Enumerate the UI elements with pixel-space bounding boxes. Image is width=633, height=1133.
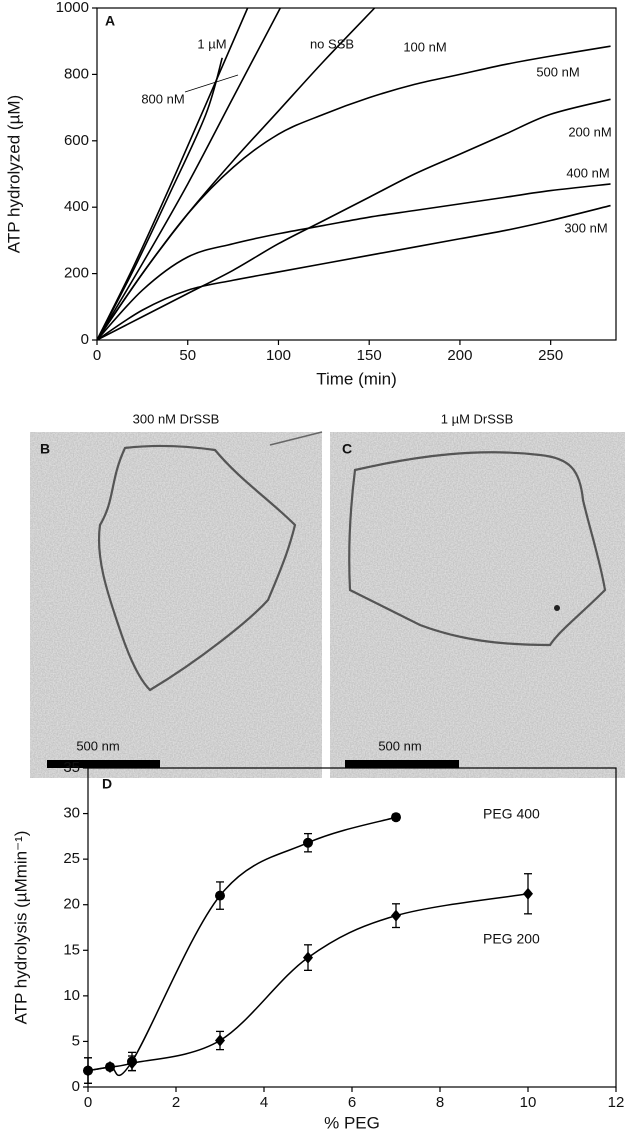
x-tick-label: 8 <box>436 1094 444 1111</box>
y-axis-label: ATP hydrolysis (µMmin⁻¹) <box>11 831 30 1025</box>
lines <box>97 8 611 340</box>
series-label: 500 nM <box>536 64 579 79</box>
fit-curve <box>87 816 397 1077</box>
series-label: 300 nM <box>564 220 607 235</box>
x-axis-label: Time (min) <box>316 369 397 388</box>
x-tick-label: 4 <box>260 1094 268 1111</box>
marker <box>391 909 401 922</box>
series-label: 400 nM <box>566 165 609 180</box>
y-axis-label: ATP hydrolyzed (µM) <box>4 95 23 253</box>
fit-curve <box>87 893 529 1072</box>
y-tick-label: 25 <box>63 850 80 867</box>
micrograph-b: B 300 nM DrSSB 500 nm <box>30 411 323 778</box>
y-tick-label: 800 <box>64 65 89 82</box>
marker <box>127 1057 137 1070</box>
y-tick-label: 1000 <box>56 0 89 16</box>
data-line <box>97 57 223 340</box>
micrograph-title: 1 µM DrSSB <box>441 411 514 426</box>
leader-line <box>184 74 239 93</box>
scale-bar <box>47 760 160 768</box>
x-tick-label: 12 <box>608 1094 625 1111</box>
y-tick-label: 0 <box>72 1078 80 1095</box>
scale-bar-label: 500 nm <box>378 738 421 753</box>
x-tick-label: 50 <box>179 347 196 364</box>
x-tick-label: 10 <box>520 1094 537 1111</box>
x-axis-label: % PEG <box>324 1113 380 1132</box>
marker <box>83 1064 93 1077</box>
panel-label: D <box>102 776 112 792</box>
series-label: 1 µM <box>197 36 226 51</box>
panel-label: B <box>40 441 50 457</box>
micrograph-title: 300 nM DrSSB <box>133 411 220 426</box>
y-tick-label: 20 <box>63 896 80 913</box>
marker <box>105 1060 115 1073</box>
data-line <box>97 8 281 340</box>
x-tick-label: 0 <box>93 347 101 364</box>
series-label: 200 nM <box>568 124 611 139</box>
series-label: PEG 400 <box>483 806 540 822</box>
marker <box>523 887 533 900</box>
marker <box>303 837 313 848</box>
y-tick-label: 200 <box>64 265 89 282</box>
x-tick-label: 100 <box>266 347 291 364</box>
marker <box>391 812 401 823</box>
panel-label: A <box>105 13 115 29</box>
x-tick-label: 2 <box>172 1094 180 1111</box>
x-tick-label: 200 <box>447 347 472 364</box>
data-line <box>97 45 611 340</box>
y-tick-label: 10 <box>63 987 80 1004</box>
data-line <box>97 204 611 340</box>
y-tick-label: 30 <box>63 805 80 822</box>
marker <box>215 1034 225 1047</box>
data-line <box>97 98 611 340</box>
plot-frame <box>96 7 617 341</box>
y-tick-label: 400 <box>64 198 89 215</box>
series-label: PEG 200 <box>483 931 540 947</box>
y-tick-label: 35 <box>63 759 80 776</box>
marker <box>215 890 225 901</box>
y-tick-label: 15 <box>63 941 80 958</box>
x-tick-label: 150 <box>357 347 382 364</box>
panel-label: C <box>342 441 352 457</box>
scale-bar-label: 500 nm <box>76 738 119 753</box>
marker <box>303 951 313 964</box>
data-line <box>97 8 376 340</box>
micrograph-c: C 1 µM DrSSB 500 nm <box>330 411 625 778</box>
x-tick-label: 6 <box>348 1094 356 1111</box>
series-label: 800 nM <box>141 91 184 106</box>
data-line <box>97 8 249 340</box>
y-tick-label: 600 <box>64 132 89 149</box>
data-line <box>97 183 611 340</box>
scale-bar <box>345 760 459 768</box>
x-tick-label: 0 <box>84 1094 92 1111</box>
series-label: 100 nM <box>403 39 446 54</box>
y-tick-label: 5 <box>72 1032 80 1049</box>
series-label: no SSB <box>310 36 354 51</box>
y-tick-label: 0 <box>81 331 89 348</box>
x-tick-label: 250 <box>538 347 563 364</box>
